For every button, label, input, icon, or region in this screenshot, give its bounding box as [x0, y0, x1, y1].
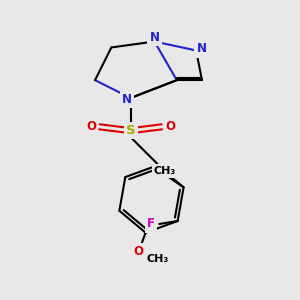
- Text: N: N: [196, 42, 206, 56]
- Text: S: S: [126, 124, 136, 137]
- Text: O: O: [134, 245, 144, 258]
- Text: N: N: [149, 31, 160, 44]
- Text: O: O: [165, 120, 175, 133]
- Text: F: F: [147, 218, 155, 230]
- Text: N: N: [122, 93, 132, 106]
- Text: O: O: [86, 120, 96, 133]
- Text: CH₃: CH₃: [154, 166, 176, 176]
- Text: CH₃: CH₃: [147, 254, 169, 265]
